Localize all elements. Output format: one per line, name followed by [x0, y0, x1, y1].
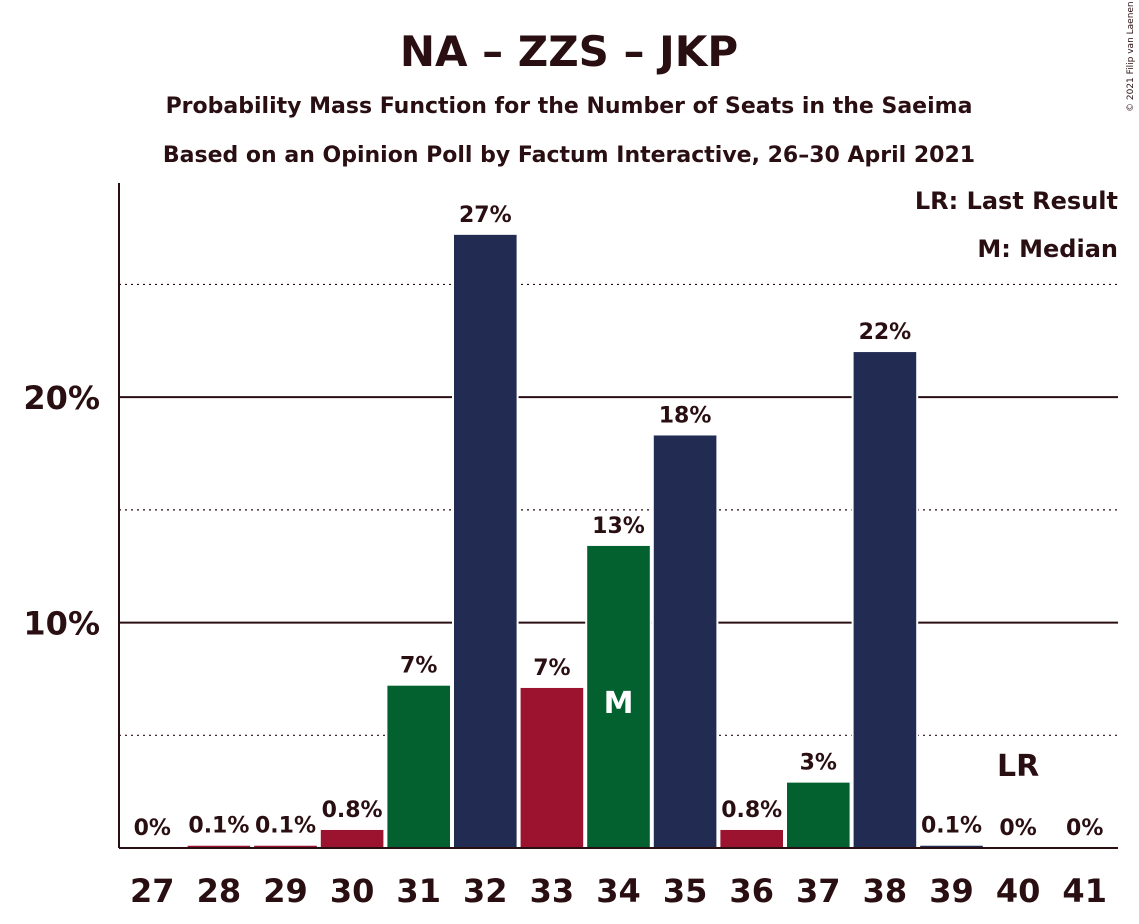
- x-tick-label: 38: [863, 872, 908, 910]
- x-tick-label: 39: [929, 872, 974, 910]
- data-label-31: 7%: [400, 654, 437, 679]
- data-label-halo: [185, 813, 253, 839]
- y-tick-labels: 10% 20%: [23, 379, 100, 642]
- x-tick-label: 36: [729, 872, 774, 910]
- bar-38: [853, 352, 917, 848]
- bar-31: [387, 685, 450, 848]
- x-tick-label: 28: [197, 872, 242, 910]
- bar-30: [320, 829, 384, 848]
- x-tick-label: 31: [396, 872, 441, 910]
- bar-37: [787, 782, 850, 848]
- data-label-halo: [397, 653, 441, 679]
- x-tick-labels: 27 28 29 30 31 32 33 34 35 36 37 38 39 40 41: [130, 872, 1107, 910]
- data-label-halo: [530, 655, 574, 681]
- bar-33: [520, 687, 584, 848]
- x-tick-label: 34: [596, 872, 641, 910]
- data-label-32: 27%: [459, 203, 512, 228]
- x-tick-label: 27: [130, 872, 175, 910]
- data-label-35: 18%: [659, 403, 712, 428]
- data-label-30: 0.8%: [322, 798, 383, 823]
- bar-28: [187, 845, 251, 848]
- data-label-41: 0%: [1066, 816, 1103, 841]
- data-label-halo: [1063, 816, 1107, 841]
- data-label-40: 0%: [999, 816, 1036, 841]
- data-label-33: 7%: [533, 656, 570, 681]
- data-label-halo: [318, 797, 386, 823]
- chart-subtitle: Probability Mass Function for the Number…: [166, 94, 973, 119]
- x-tick-label: 32: [463, 872, 508, 910]
- y-tick-label: 20%: [23, 379, 100, 417]
- data-label-halo: [251, 813, 320, 839]
- data-label-halo: [655, 403, 715, 429]
- legend-last-result: LR: Last Result: [915, 187, 1118, 215]
- data-label-29: 0.1%: [255, 814, 316, 839]
- x-tick-label: 37: [796, 872, 841, 910]
- data-label-37: 3%: [800, 751, 837, 776]
- x-tick-label: 29: [263, 872, 308, 910]
- data-label-halo: [589, 513, 648, 539]
- bar-32: [454, 234, 517, 848]
- x-tick-label: 33: [530, 872, 575, 910]
- x-tick-label: 40: [996, 872, 1041, 910]
- data-label-halo: [718, 797, 786, 823]
- bar-34: [587, 545, 650, 848]
- data-label-halo: [455, 202, 515, 228]
- median-marker: M: [604, 686, 634, 721]
- data-label-halo: [796, 750, 840, 776]
- data-label-halo: [855, 320, 915, 346]
- last-result-marker: LR: [997, 749, 1039, 784]
- chart-title: NA – ZZS – JKP: [400, 27, 738, 76]
- data-label-36: 0.8%: [721, 798, 782, 823]
- data-label-39: 0.1%: [921, 814, 982, 839]
- data-labels: 0% 0.1% 0.1%0.8%7%27%7%13%18%0.8%3%22%0.1%…: [130, 202, 1107, 841]
- x-tick-label: 35: [663, 872, 708, 910]
- y-tick-label: 10%: [23, 605, 100, 643]
- bar-29: [254, 845, 317, 848]
- bar-35: [653, 435, 717, 848]
- x-tick-label: 41: [1062, 872, 1107, 910]
- x-tick-label: 30: [330, 872, 375, 910]
- chart-subtitle-source: Based on an Opinion Poll by Factum Inter…: [163, 143, 975, 168]
- data-label-halo: [917, 813, 986, 839]
- data-label-halo: [996, 816, 1040, 841]
- data-label-27: 0%: [134, 816, 171, 841]
- data-label-38: 22%: [859, 320, 912, 345]
- legend-median: M: Median: [977, 235, 1118, 263]
- copyright: © 2021 Filip van Laenen: [1126, 1, 1136, 112]
- bars: [185, 232, 985, 848]
- data-label-28: 0.1%: [188, 814, 249, 839]
- bar-39: [920, 845, 983, 848]
- bar-36: [720, 829, 783, 848]
- data-label-34: 13%: [592, 514, 645, 539]
- data-label-halo: [130, 816, 174, 841]
